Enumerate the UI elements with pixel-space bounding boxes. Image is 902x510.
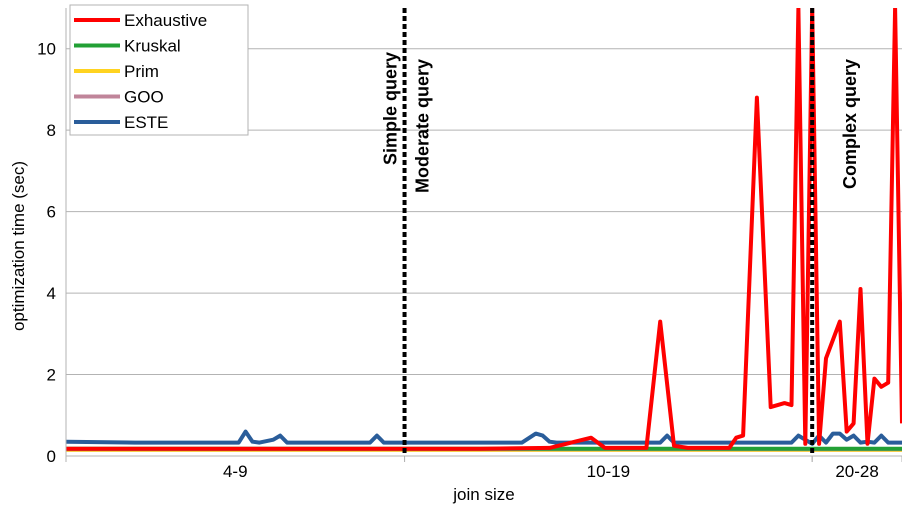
legend: Exhaustive Kruskal Prim GOO ESTE: [69, 4, 249, 136]
y-tick-label: 6: [47, 203, 56, 222]
divider-label: Moderate query: [413, 59, 433, 193]
series-line-exhaustive: [66, 8, 902, 451]
y-tick-label: 10: [37, 40, 56, 59]
y-tick-label: 2: [47, 366, 56, 385]
x-tick-labels: 4-9 10-19 20-28: [65, 456, 902, 481]
query-dividers: Simple query Moderate query Complex query: [381, 8, 860, 456]
divider-label: Complex query: [840, 59, 860, 189]
axes: [65, 8, 902, 457]
legend-entry: Kruskal: [124, 37, 181, 56]
x-tick-label: 20-28: [835, 462, 878, 481]
legend-entry: Exhaustive: [124, 11, 207, 30]
divider-label: Simple query: [381, 52, 401, 165]
legend-entry: GOO: [124, 88, 164, 107]
y-axis-label: optimization time (sec): [9, 161, 28, 331]
series-line-este: [66, 429, 902, 446]
y-tick-label: 4: [47, 284, 56, 303]
y-tick-label: 0: [47, 447, 56, 466]
series-lines: [66, 8, 902, 452]
legend-entry: ESTE: [124, 113, 168, 132]
legend-entry: Prim: [124, 62, 159, 81]
x-axis-label: join size: [452, 485, 514, 504]
x-tick-label: 4-9: [223, 462, 248, 481]
x-tick-label: 10-19: [587, 462, 630, 481]
y-tick-label: 8: [47, 121, 56, 140]
y-tick-labels: 0 2 4 6 8 10: [37, 40, 56, 466]
